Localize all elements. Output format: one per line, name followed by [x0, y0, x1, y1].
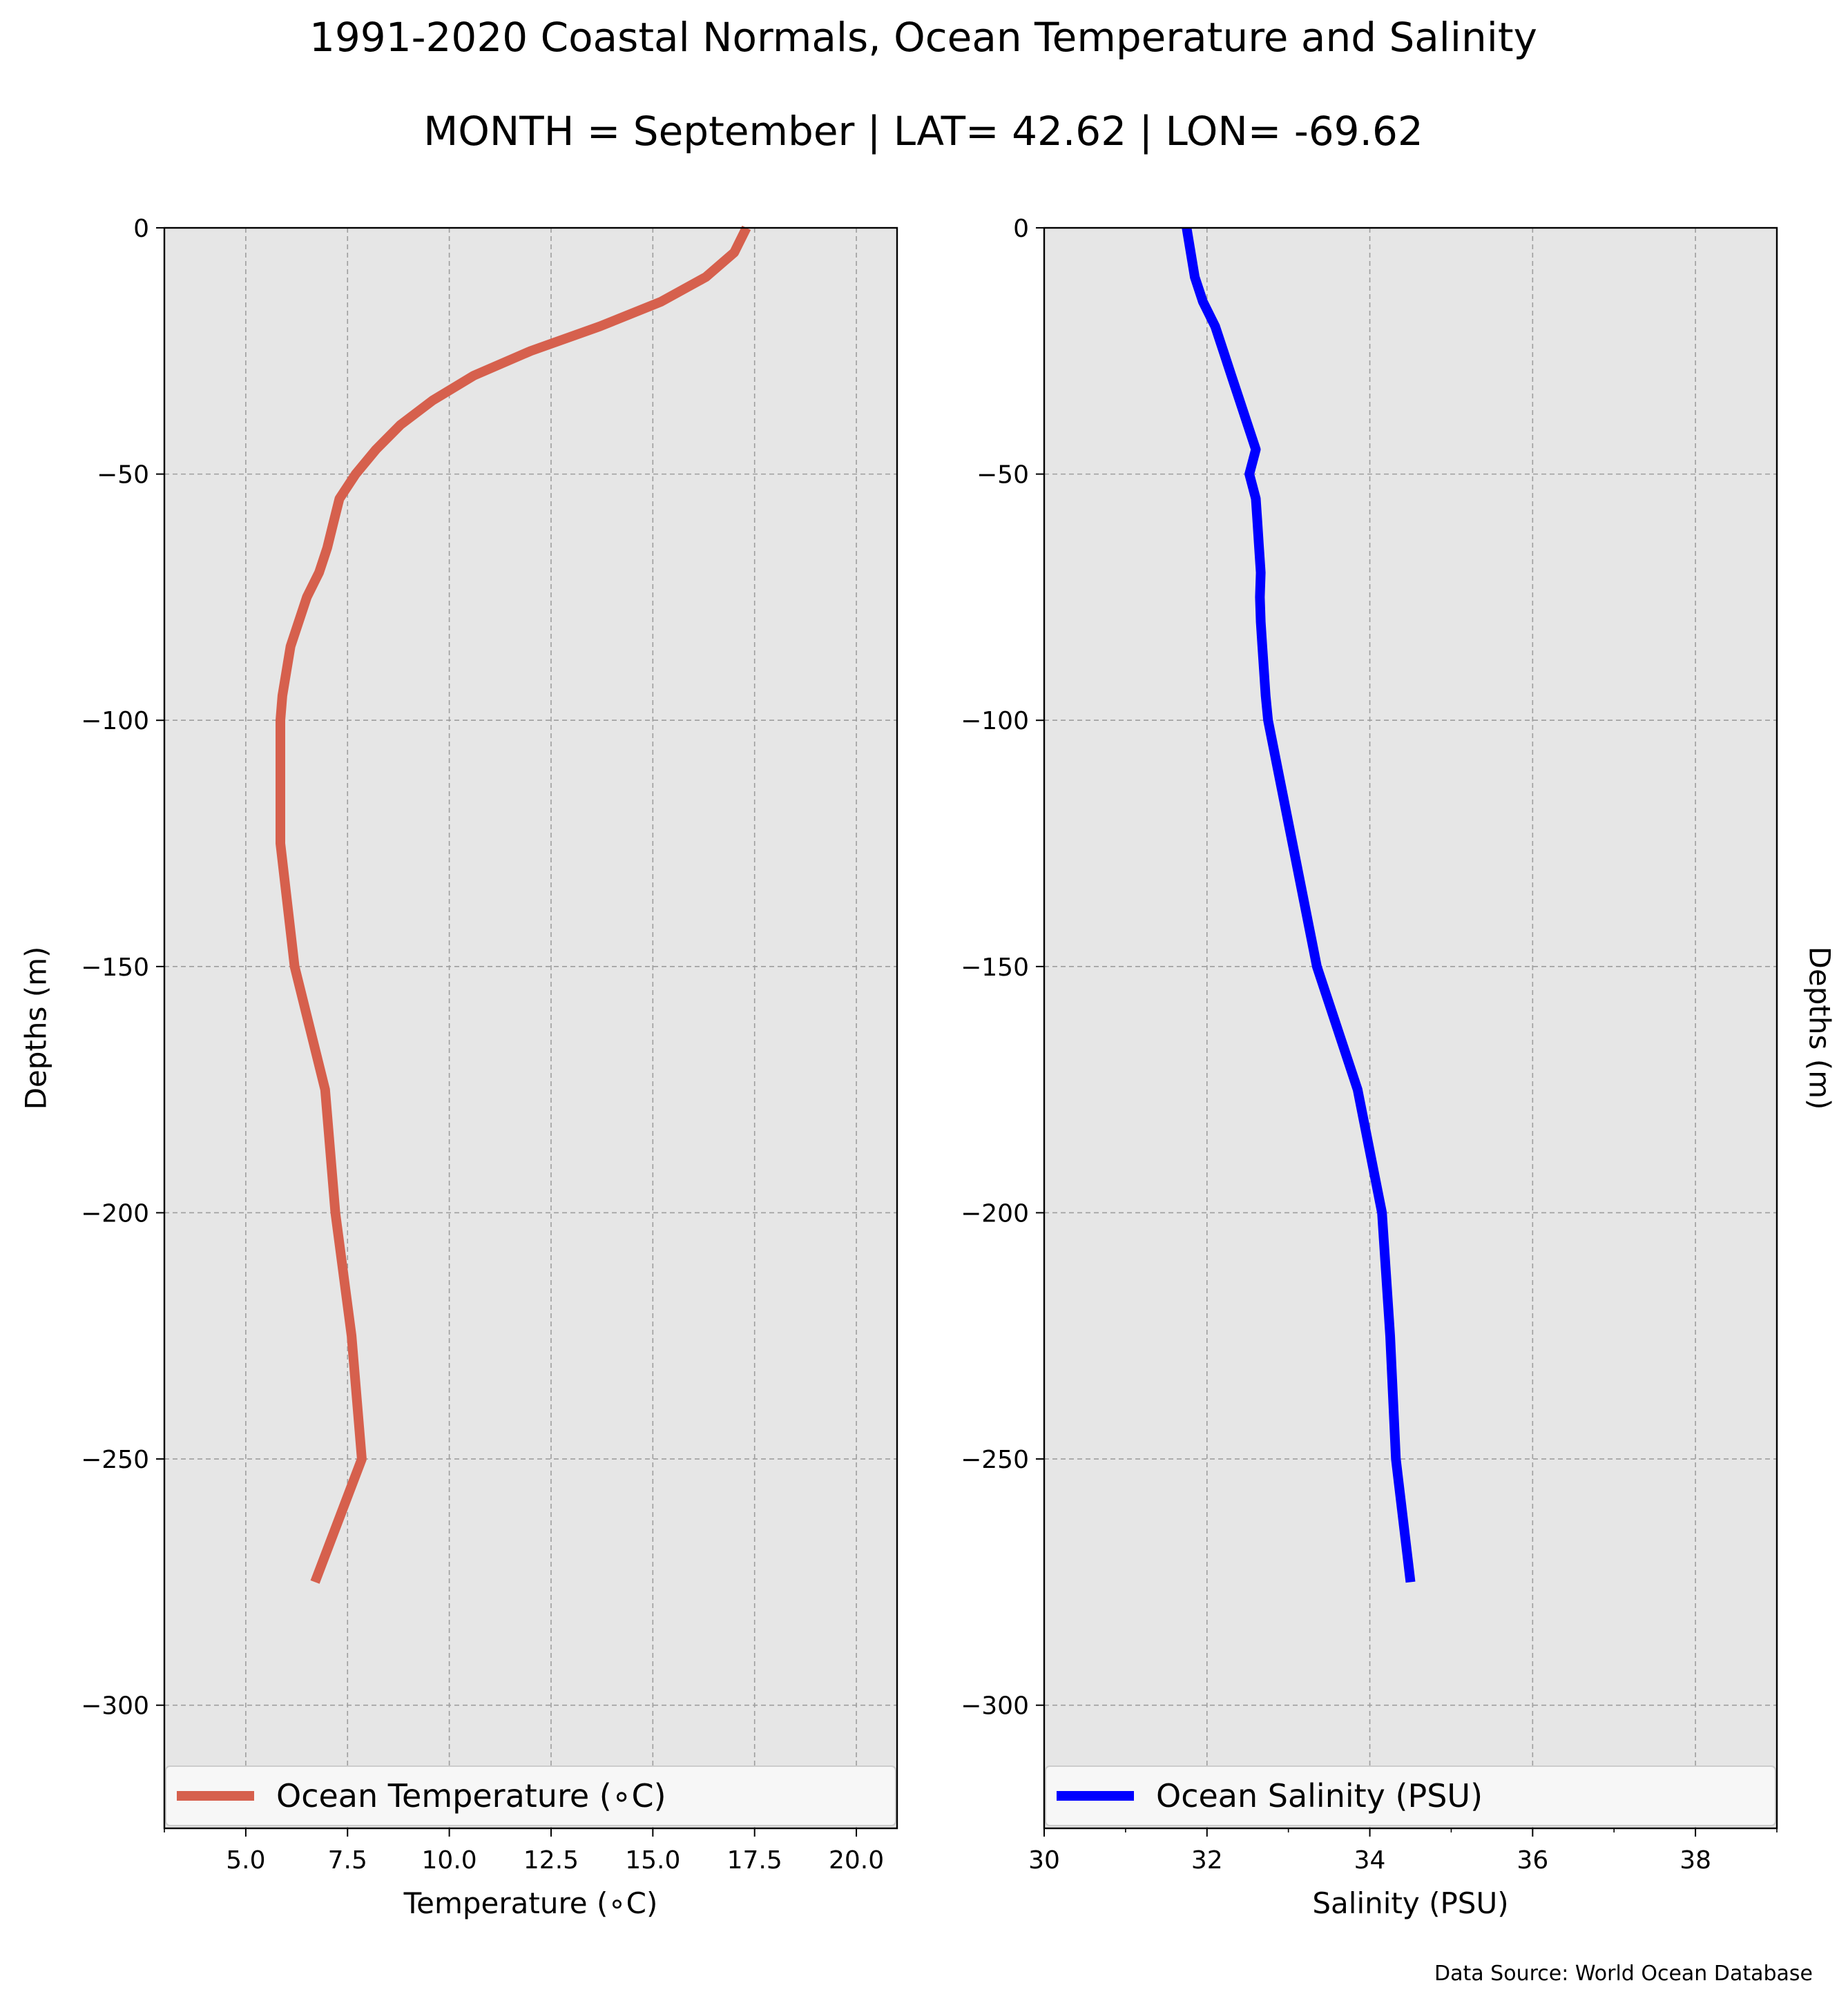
salinity-legend-label: Ocean Salinity (PSU) [1156, 1777, 1483, 1815]
salinity-x-tick-label: 30 [1028, 1846, 1060, 1875]
temperature-y-tick-label: −300 [81, 1692, 149, 1721]
salinity-y-tick-label: −100 [961, 707, 1029, 735]
salinity-y-tick-label: −50 [976, 461, 1029, 490]
temperature-series [276, 225, 751, 1584]
salinity-x-ticks: 30 32 34 36 38 [1028, 1828, 1778, 1875]
temperature-panel: Ocean Temperature (∘C) 5.0 7.5 10.0 12.5 15.… [19, 215, 898, 1920]
temperature-axes-frame [163, 226, 898, 1830]
salinity-y-tick-label: −300 [961, 1692, 1029, 1721]
salinity-series [1182, 226, 1416, 1583]
salinity-y-axis-label: Depths (m) [1803, 947, 1837, 1110]
temperature-x-ticks: 5.0 7.5 10.0 12.5 15.0 17.5 20.0 [164, 1828, 884, 1875]
temperature-x-tick-label: 20.0 [829, 1846, 884, 1875]
salinity-x-tick-label: 38 [1679, 1846, 1711, 1875]
temperature-x-axis-label: Temperature (∘C) [403, 1886, 658, 1920]
salinity-x-tick-label: 36 [1517, 1846, 1548, 1875]
temperature-x-tick-label: 17.5 [727, 1846, 782, 1875]
salinity-legend: Ocean Salinity (PSU) [1045, 1765, 1776, 1826]
temperature-legend: Ocean Temperature (∘C) [165, 1765, 896, 1826]
salinity-x-axis-label: Salinity (PSU) [1312, 1886, 1508, 1920]
temperature-y-tick-label: −50 [97, 461, 149, 490]
temperature-x-tick-label: 15.0 [625, 1846, 680, 1875]
temperature-legend-label: Ocean Temperature (∘C) [276, 1777, 666, 1815]
salinity-legend-box [1045, 1765, 1776, 1826]
figure-title: 1991-2020 Coastal Normals, Ocean Tempera… [309, 14, 1537, 61]
salinity-y-tick-label: −250 [961, 1446, 1029, 1474]
temperature-y-tick-label: −200 [81, 1199, 149, 1228]
temperature-x-tick-label: 10.0 [422, 1846, 477, 1875]
data-source-note: Data Source: World Ocean Database [1434, 1962, 1813, 1986]
temperature-y-tick-label: −250 [81, 1446, 149, 1474]
temperature-y-tick-label: −150 [81, 954, 149, 982]
temperature-y-ticks: 0 −50 −100 −150 −200 −250 −300 [81, 215, 164, 1721]
temperature-x-tick-label: 5.0 [226, 1846, 265, 1875]
salinity-axes-frame [1043, 226, 1778, 1830]
temperature-legend-box [165, 1765, 896, 1826]
temperature-x-tick-label: 12.5 [523, 1846, 579, 1875]
temperature-y-tick-label: −100 [81, 707, 149, 735]
salinity-plot-area [1044, 228, 1777, 1828]
salinity-y-tick-label: −200 [961, 1199, 1029, 1228]
salinity-y-tick-label: 0 [1013, 215, 1029, 243]
temperature-y-tick-label: 0 [133, 215, 149, 243]
salinity-y-tick-label: −150 [961, 954, 1029, 982]
temperature-y-axis-label: Depths (m) [19, 947, 53, 1110]
figure-subtitle: MONTH = September | LAT= 42.62 | LON= -6… [423, 108, 1423, 155]
salinity-y-ticks: 0 −50 −100 −150 −200 −250 −300 [961, 215, 1044, 1721]
temperature-plot-area [164, 228, 897, 1828]
salinity-x-tick-label: 34 [1354, 1846, 1386, 1875]
salinity-panel: Ocean Salinity (PSU) 30 32 34 36 38 0 −50 −100… [961, 215, 1836, 1920]
temperature-profile-line [276, 225, 751, 1584]
temperature-x-tick-label: 7.5 [328, 1846, 367, 1875]
salinity-profile-line [1182, 226, 1416, 1583]
salinity-x-tick-label: 32 [1191, 1846, 1223, 1875]
temperature-grid [164, 227, 897, 1828]
